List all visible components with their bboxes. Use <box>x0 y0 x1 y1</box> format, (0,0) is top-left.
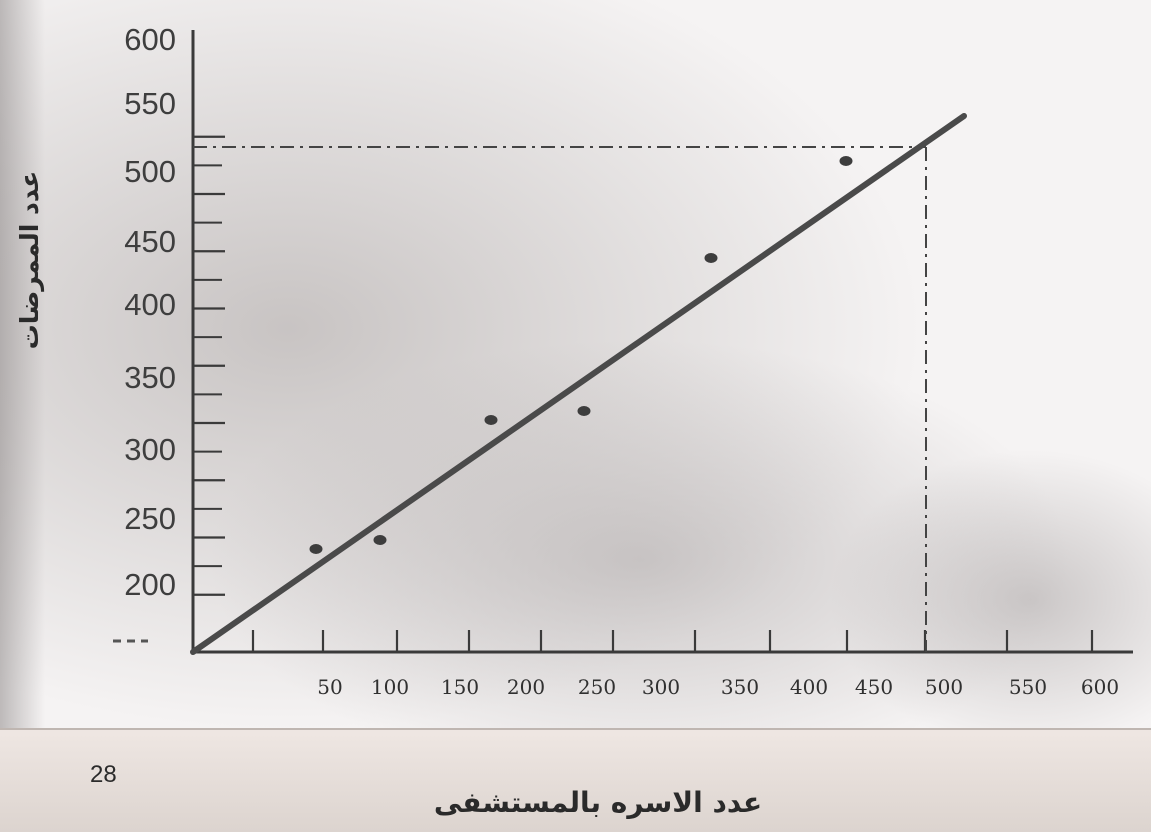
data-point <box>484 415 498 425</box>
y-tick-label: 500 <box>124 154 176 189</box>
data-points <box>309 156 853 554</box>
y-axis-ticks: 600 550 500 450 400 350 300 250 200 <box>124 22 225 602</box>
x-axis-title: عدد الاسره بالمستشفى <box>434 786 762 819</box>
fit-line-group <box>190 113 967 655</box>
x-tick-label: 350 <box>721 675 759 699</box>
x-tick-label: 450 <box>855 675 893 699</box>
x-tick-label: 50 <box>317 675 342 699</box>
y-tick-label: 200 <box>124 567 176 602</box>
page-number: 28 <box>90 761 117 788</box>
fit-line <box>190 113 967 655</box>
data-point <box>373 535 387 545</box>
y-tick-label: 300 <box>124 432 176 467</box>
x-tick-label: 100 <box>371 675 409 699</box>
data-point <box>704 253 718 263</box>
x-tick-label: 550 <box>1009 675 1047 699</box>
x-tick-label: 250 <box>578 675 616 699</box>
data-point <box>577 406 591 416</box>
data-point <box>839 156 853 166</box>
x-tick-label: 300 <box>642 675 680 699</box>
x-tick-label: 500 <box>925 675 963 699</box>
x-tick-label: 400 <box>790 675 828 699</box>
data-point <box>309 544 323 554</box>
x-tick-label: 150 <box>441 675 479 699</box>
y-tick-label: 350 <box>124 360 176 395</box>
x-tick-label: 200 <box>507 675 545 699</box>
y-tick-label: 550 <box>124 86 176 121</box>
y-tick-label: 450 <box>124 224 176 259</box>
reference-lines <box>193 146 927 652</box>
y-axis-title: عدد الممرضات <box>15 171 45 350</box>
x-tick-label: 600 <box>1081 675 1119 699</box>
y-tick-label: 400 <box>124 287 176 322</box>
y-tick-label: 600 <box>124 22 176 57</box>
y-tick-label: 250 <box>124 501 176 536</box>
x-axis-ticks: 50 100 150 200 250 300 350 400 450 500 550 600 <box>251 630 1119 699</box>
